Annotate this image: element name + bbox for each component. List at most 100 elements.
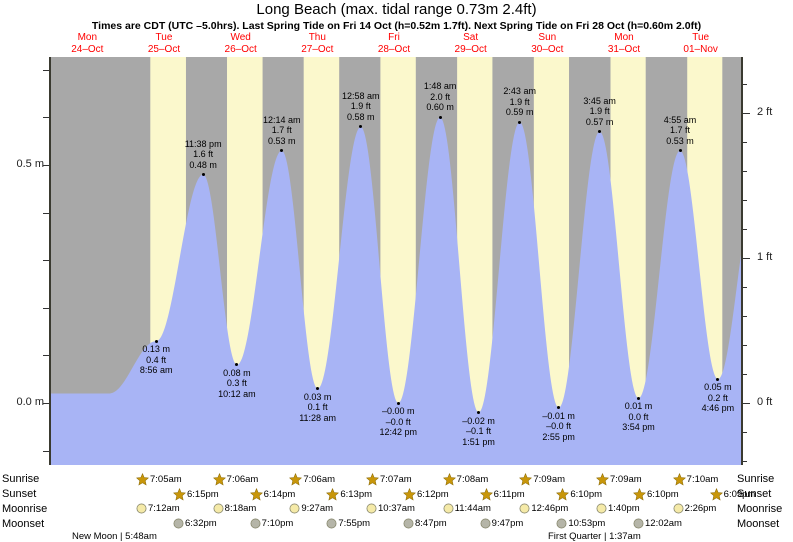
low-tide-marker-7 — [636, 396, 640, 400]
moonrise-cell-7: 1:40pm — [596, 503, 640, 514]
sun-star-icon — [519, 473, 533, 486]
moonset-cell-5: 9:47pm — [480, 518, 524, 530]
sunset-cell-8: 6:09pm — [709, 488, 755, 501]
left-axis-tick — [43, 165, 49, 166]
day-header-date: 30–Oct — [531, 43, 564, 55]
moonset-cell-3: 7:55pm — [326, 518, 370, 529]
high-tide-label-4: 1:48 am 2.0 ft 0.60 m — [395, 81, 485, 113]
low-tide-label-1: 0.13 m 0.4 ft 8:56 am — [111, 344, 201, 376]
high-tide-label-1: 11:38 pm 1.6 ft 0.48 m — [158, 139, 248, 171]
moonset-cell-6: 10:53pm — [556, 518, 605, 529]
low-tide-line: 0.03 m — [303, 391, 332, 402]
day-header-dow: Sat — [463, 32, 479, 43]
tide-curve-svg — [51, 57, 741, 465]
moonset-icon — [173, 518, 184, 529]
sun-star-icon — [709, 488, 723, 501]
low-tide-line: 12:42 pm — [379, 427, 417, 437]
right-axis-minor-tick — [742, 142, 747, 143]
left-axis-tick — [43, 117, 49, 118]
moonrise-cell-6: 12:46pm — [519, 503, 568, 514]
moonrise-cell-4: 10:37am — [366, 503, 415, 514]
day-header-date: 24–Oct — [71, 43, 104, 55]
high-tide-line: 1.9 ft — [509, 96, 530, 107]
day-header-date: 28–Oct — [377, 43, 411, 55]
sunrise-cell-5: 7:08am — [442, 473, 488, 486]
sun-star-icon — [596, 473, 609, 486]
left-axis-tick — [43, 213, 49, 214]
low-tide-marker-1 — [154, 339, 158, 343]
moonrise-icon — [596, 503, 607, 514]
high-tide-marker-2 — [280, 149, 284, 153]
moonset-cell-1: 6:32pm — [173, 518, 217, 529]
sunset-cell-6: 6:10pm — [556, 488, 602, 501]
low-tide-line: –0.01 m — [542, 410, 575, 421]
right-axis-major-tick — [742, 113, 750, 114]
moon-phase-time: 1:37am — [609, 531, 641, 542]
low-tide-marker-2 — [235, 363, 239, 367]
day-header-date: 25–Oct — [147, 43, 181, 55]
sun-star-icon — [672, 473, 686, 486]
sunset-time: 6:14pm — [263, 489, 296, 501]
moonrise-time: 8:18am — [224, 503, 257, 515]
sunrise-time: 7:05am — [150, 474, 182, 486]
right-axis-minor-tick — [742, 461, 747, 462]
low-tide-line: –0.00 m — [381, 406, 415, 416]
sunset-cell-4: 6:12pm — [403, 488, 449, 501]
high-tide-line: 11:38 pm — [184, 138, 222, 149]
moonset-time: 7:55pm — [338, 518, 371, 530]
sun-star-icon — [633, 488, 646, 501]
left-axis-tick-label-2: 0.0 m — [16, 396, 44, 408]
right-axis-major-tick — [742, 403, 750, 404]
day-header-3: Wed 26–Oct — [202, 32, 279, 55]
sunrise-time: 7:09am — [610, 474, 642, 486]
astro-row-label-right-sunrise: Sunrise — [737, 473, 775, 485]
astro-row-label-right-moonset: Moonset — [737, 518, 780, 530]
moonset-icon — [326, 518, 337, 529]
moonset-time: 12:02am — [645, 518, 682, 530]
sunset-cell-2: 6:14pm — [249, 488, 296, 501]
moonrise-time: 10:37am — [378, 503, 415, 515]
sunrise-cell-4: 7:07am — [366, 473, 412, 486]
high-tide-label-2: 12:14 am 1.7 ft 0.53 m — [237, 115, 327, 147]
low-tide-label-3: 0.03 m 0.1 ft 11:28 am — [273, 392, 363, 424]
high-tide-line: 0.59 m — [505, 107, 534, 118]
moon-phase-name: First Quarter — [548, 531, 602, 542]
low-tide-label-8: 0.05 m 0.2 ft 4:46 pm — [673, 382, 741, 414]
right-axis-minor-tick — [742, 432, 747, 433]
moonrise-icon — [136, 503, 147, 514]
moon-phase-2: First Quarter | 1:37am — [548, 531, 641, 542]
low-tide-line: 0.05 m — [704, 382, 732, 393]
sun-star-icon — [479, 488, 493, 501]
moonset-icon — [556, 518, 567, 529]
high-tide-line: 12:14 am — [262, 114, 301, 125]
high-tide-marker-7 — [678, 149, 682, 153]
high-tide-line: 0.53 m — [666, 135, 694, 146]
day-header-date: 26–Oct — [224, 43, 257, 55]
moonrise-cell-5: 11:44am — [443, 503, 491, 514]
day-header-2: Tue 25–Oct — [126, 32, 203, 55]
moonset-cell-7: 12:02am — [633, 518, 682, 529]
low-tide-marker-4 — [396, 401, 400, 405]
right-axis-major-tick — [742, 258, 750, 259]
astro-row-label-right-sunset: Sunset — [737, 488, 772, 500]
day-header-dow: Mon — [77, 32, 98, 43]
moonrise-icon — [673, 503, 684, 514]
tide-water-area — [51, 117, 741, 465]
high-tide-line: 3:45 am — [583, 95, 616, 106]
right-axis-tick-label-2: 1 ft — [757, 250, 773, 263]
high-tide-line: 0.53 m — [267, 135, 296, 146]
day-header-4: Thu 27–Oct — [279, 32, 356, 55]
high-tide-marker-4 — [438, 115, 442, 119]
sun-star-icon — [326, 488, 340, 501]
low-tide-label-2: 0.08 m 0.3 ft 10:12 am — [192, 368, 282, 400]
high-tide-label-7: 4:55 am 1.7 ft 0.53 m — [635, 115, 725, 147]
moonset-cell-4: 8:47pm — [403, 518, 447, 529]
right-axis-minor-tick — [742, 374, 747, 375]
day-header-date: 31–Oct — [607, 43, 641, 55]
high-tide-line: 2:43 am — [503, 86, 536, 97]
moonset-time: 9:47pm — [491, 518, 524, 530]
low-tide-line: 0.08 m — [223, 367, 251, 378]
low-tide-line: 3:54 pm — [622, 422, 655, 433]
high-tide-line: 0.58 m — [346, 111, 375, 122]
low-tide-line: 0.01 m — [624, 401, 653, 412]
